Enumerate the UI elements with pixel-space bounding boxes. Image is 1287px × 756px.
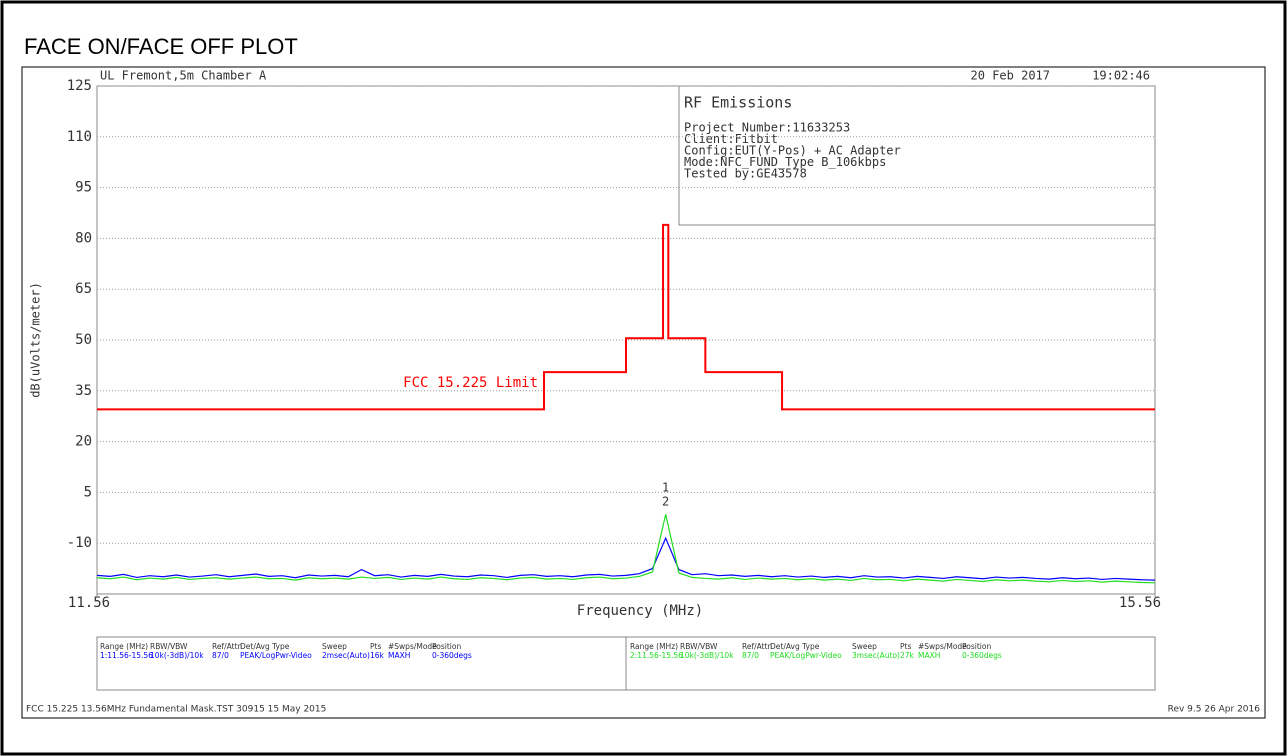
y-tick-label: 50: [75, 332, 92, 348]
info-line: Config:EUT(Y-Pos) + AC Adapter: [684, 144, 901, 158]
info-line: Client:Fitbit: [684, 132, 778, 146]
table-cell: 0-360degs: [962, 651, 1002, 660]
series-line: [97, 223, 1155, 411]
table-header: Range (MHz): [100, 642, 148, 651]
chart-title: FACE ON/FACE OFF PLOT: [24, 34, 298, 59]
marker-label: 1: [662, 481, 669, 495]
table-cell: 3msec(Auto): [852, 651, 900, 660]
table-cell: 0-360degs: [432, 651, 472, 660]
table-header: Det/Avg Type: [240, 642, 290, 651]
inner-border: [21, 66, 1266, 719]
table-cell: PEAK/LogPwr-Video: [240, 651, 312, 660]
table-cell: 1:11.56-15.56: [100, 651, 153, 660]
table-cell: 27k: [900, 651, 915, 660]
table-header: Ref/Attn: [212, 642, 243, 651]
info-line: Mode:NFC_FUND_Type B_106kbps: [684, 155, 886, 169]
table-header: Det/Avg Type: [770, 642, 820, 651]
table-cell: 87/0: [742, 651, 759, 660]
date: 20 Feb 2017: [971, 69, 1050, 83]
y-tick-label: 110: [67, 129, 92, 145]
series-line: [96, 514, 1156, 584]
y-tick-label: -10: [67, 535, 92, 551]
table-header: Pts: [370, 642, 381, 651]
y-tick-label: 125: [67, 78, 92, 94]
footer-left: FCC 15.225 13.56MHz Fundamental Mask.TST…: [26, 705, 326, 715]
y-tick-label: 80: [75, 230, 92, 246]
table-cell: 2msec(Auto): [322, 651, 370, 660]
footer-right: Rev 9.5 26 Apr 2016: [1168, 705, 1261, 715]
x-tick-label: 11.56: [68, 595, 110, 611]
table-cell: PEAK/LogPwr-Video: [770, 651, 842, 660]
table-cell: MAXH: [918, 651, 940, 660]
y-tick-label: 65: [75, 281, 92, 297]
table-header: Pts: [900, 642, 911, 651]
table-cell: 2:11.56-15.56: [630, 651, 683, 660]
x-tick-label: 15.56: [1119, 595, 1161, 611]
series-line: [96, 536, 1156, 581]
time: 19:02:46: [1092, 69, 1150, 83]
marker-label: 2: [662, 495, 669, 509]
site: UL Fremont,5m Chamber A: [100, 69, 267, 83]
table-header: Range (MHz): [630, 642, 678, 651]
y-tick-label: 5: [84, 484, 92, 500]
info-line: Project Number:11633253: [684, 121, 850, 135]
info-title: RF Emissions: [684, 94, 792, 112]
limit-label: FCC 15.225 Limit: [403, 375, 538, 391]
table-header: Sweep: [322, 642, 347, 651]
table-cell: MAXH: [388, 651, 410, 660]
y-axis-label: dB(uVolts/meter): [29, 282, 43, 398]
table-header: Sweep: [852, 642, 877, 651]
table-header: #Swps/Mode: [388, 642, 437, 651]
table-header: Ref/Attn: [742, 642, 773, 651]
table-header: Position: [432, 642, 461, 651]
table-header: Position: [962, 642, 991, 651]
table-cell: 10k(-3dB)/10k: [680, 651, 734, 660]
y-tick-label: 20: [75, 434, 92, 450]
table-cell: 87/0: [212, 651, 229, 660]
y-tick-label: 95: [75, 180, 92, 196]
table-header: RBW/VBW: [680, 642, 718, 651]
table-header: RBW/VBW: [150, 642, 188, 651]
table-header: #Swps/Mode: [918, 642, 967, 651]
table-cell: 16k: [370, 651, 385, 660]
table-cell: 10k(-3dB)/10k: [150, 651, 204, 660]
y-tick-label: 35: [75, 383, 92, 399]
info-line: Tested by:GE43578: [684, 167, 807, 181]
info-box: [678, 85, 1156, 226]
x-axis-label: Frequency (MHz): [577, 603, 703, 619]
